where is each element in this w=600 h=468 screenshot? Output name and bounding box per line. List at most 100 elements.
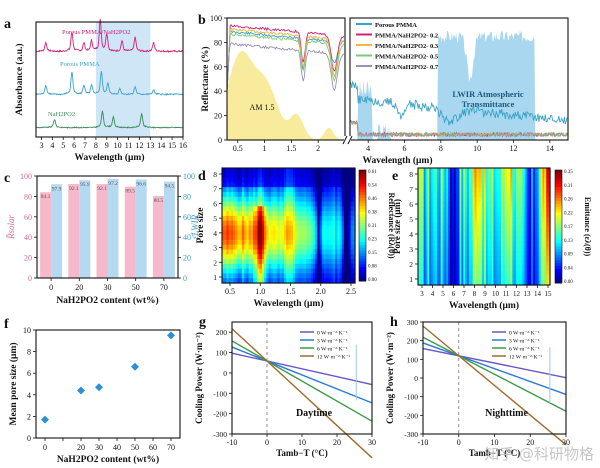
heatmap-cell bbox=[446, 192, 449, 198]
heatmap-cell bbox=[516, 177, 519, 184]
heatmap-cell bbox=[306, 278, 310, 284]
heatmap-cell bbox=[493, 202, 496, 208]
heatmap-cell bbox=[326, 273, 329, 279]
heatmap-cell bbox=[538, 255, 542, 262]
heatmap-cell bbox=[525, 280, 528, 286]
heatmap-cell bbox=[436, 202, 440, 208]
heatmap-cell bbox=[506, 250, 510, 257]
heatmap-cell bbox=[485, 216, 489, 223]
heatmap-cell bbox=[500, 275, 504, 281]
y-tick-label-right: 60 bbox=[183, 213, 191, 222]
heatmap-cell bbox=[310, 187, 314, 193]
heatmap-cell bbox=[323, 268, 327, 275]
plot-frame bbox=[35, 329, 181, 439]
heatmap-cell bbox=[425, 197, 429, 203]
heatmap-cell bbox=[235, 220, 239, 227]
heatmap-cell bbox=[534, 265, 538, 271]
heatmap-cell bbox=[499, 187, 502, 193]
heatmap-cell bbox=[453, 246, 457, 252]
heatmap-cell bbox=[463, 231, 466, 237]
heatmap-cell bbox=[319, 278, 323, 284]
x-tick-label: 50 bbox=[131, 443, 139, 452]
heatmap-cell bbox=[301, 206, 305, 212]
heatmap-cell bbox=[226, 211, 230, 217]
heatmap-cell bbox=[315, 196, 318, 203]
heatmap-cell bbox=[500, 216, 504, 223]
heatmap-cell bbox=[297, 220, 301, 227]
heatmap-cell bbox=[266, 172, 270, 179]
heatmap-cell bbox=[527, 192, 530, 198]
heatmap-cell bbox=[266, 239, 270, 246]
heatmap-cell bbox=[312, 191, 316, 198]
heatmap-cell bbox=[268, 259, 272, 265]
heatmap-cell bbox=[514, 280, 517, 286]
heatmap-cell bbox=[438, 250, 442, 257]
heatmap-cell bbox=[489, 265, 493, 271]
heatmap-cell bbox=[259, 225, 263, 231]
heatmap-cell bbox=[519, 265, 523, 271]
heatmap-cell bbox=[308, 168, 312, 174]
heatmap-cell bbox=[536, 236, 540, 242]
heatmap-cell bbox=[253, 230, 256, 236]
heatmap-cell bbox=[352, 168, 356, 174]
bar-value-label: 92.1 bbox=[97, 186, 107, 192]
heatmap-cell bbox=[270, 249, 274, 255]
heatmap-cell bbox=[519, 216, 523, 223]
heatmap-cell bbox=[315, 191, 318, 198]
heatmap-cell bbox=[489, 172, 493, 179]
heatmap-cell bbox=[312, 206, 316, 212]
heatmap-cell bbox=[290, 268, 294, 275]
heatmap-cell bbox=[425, 265, 429, 271]
heatmap-cell bbox=[499, 231, 502, 237]
heatmap-cell bbox=[538, 246, 542, 252]
heatmap-cell bbox=[326, 239, 329, 246]
heatmap-cell bbox=[468, 216, 472, 223]
colorbar-cell bbox=[359, 200, 366, 204]
heatmap-cell bbox=[352, 263, 356, 270]
heatmap-cell bbox=[502, 265, 506, 271]
x-tick-label: 2 bbox=[316, 144, 320, 153]
reflectance-line-vis bbox=[226, 27, 345, 92]
heatmap-cell bbox=[237, 168, 241, 174]
heatmap-cell bbox=[512, 187, 515, 193]
heatmap-cell bbox=[286, 278, 290, 284]
heatmap-cell bbox=[463, 211, 466, 218]
heatmap-cell bbox=[270, 191, 274, 198]
heatmap-cell bbox=[474, 211, 478, 218]
heatmap-cell bbox=[465, 187, 468, 193]
heatmap-cell bbox=[299, 201, 303, 207]
heatmap-cell bbox=[326, 187, 329, 193]
heatmap-cell bbox=[332, 244, 336, 251]
heatmap-cell bbox=[438, 241, 442, 247]
heatmap-cell bbox=[508, 182, 511, 189]
heatmap-cell bbox=[319, 177, 323, 183]
heatmap-cell bbox=[348, 235, 352, 241]
heatmap-cell bbox=[224, 254, 228, 260]
heatmap-cell bbox=[425, 246, 429, 252]
heatmap-cell bbox=[419, 270, 423, 276]
heatmap-cell bbox=[491, 226, 495, 232]
heatmap-cell bbox=[512, 241, 515, 247]
heatmap-cell bbox=[352, 239, 356, 246]
heatmap-cell bbox=[301, 211, 305, 217]
heatmap-cell bbox=[500, 211, 504, 218]
heatmap-cell bbox=[467, 211, 470, 218]
plot-frame-right bbox=[349, 17, 569, 141]
heatmap-cell bbox=[444, 260, 447, 267]
heatmap-cell bbox=[264, 244, 267, 251]
x-tick-label: 2.5 bbox=[346, 287, 356, 296]
heatmap-cell bbox=[261, 172, 265, 179]
heatmap-cell bbox=[455, 202, 459, 208]
heatmap-cell bbox=[485, 182, 489, 189]
heatmap-cell bbox=[272, 273, 276, 279]
lwir-label: LWIR Atmospheric bbox=[452, 89, 523, 99]
heatmap-cell bbox=[319, 249, 323, 255]
heatmap-cell bbox=[440, 270, 444, 276]
heatmap-cell bbox=[510, 226, 513, 232]
heatmap-cell bbox=[429, 202, 432, 208]
heatmap-cell bbox=[308, 196, 312, 203]
heatmap-cell bbox=[281, 172, 285, 179]
heatmap-cell bbox=[222, 235, 225, 241]
heatmap-cell bbox=[438, 168, 442, 174]
heatmap-cell bbox=[487, 221, 491, 228]
